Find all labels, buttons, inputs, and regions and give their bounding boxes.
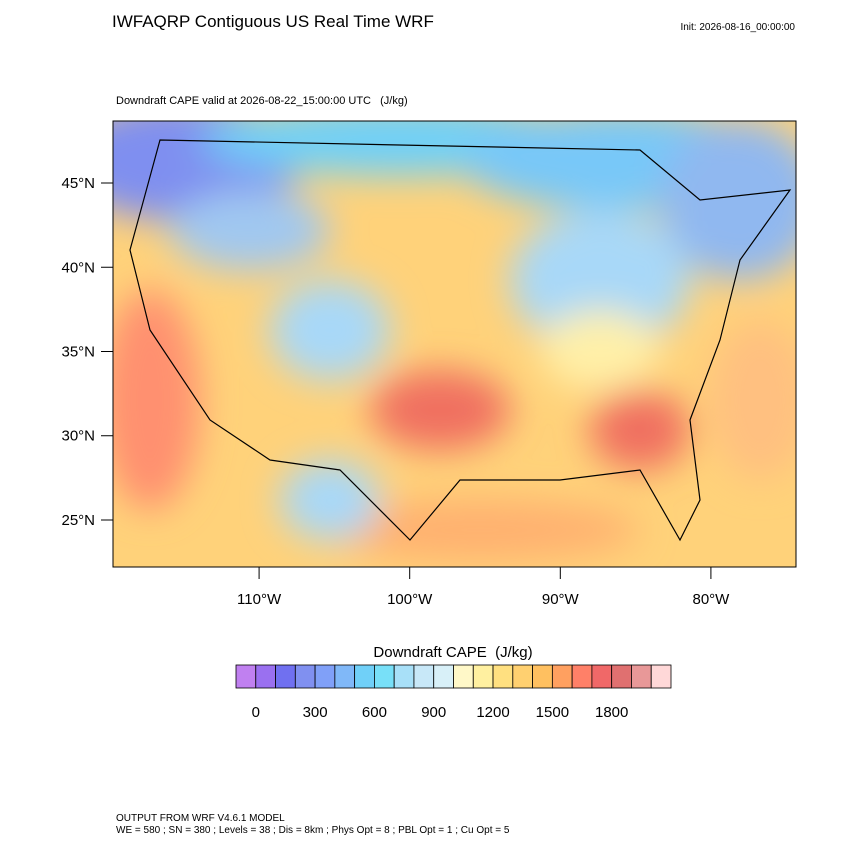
colorbar-tick-label: 900 bbox=[421, 704, 446, 721]
colorbar-box bbox=[492, 664, 514, 689]
colorbar-box bbox=[393, 664, 415, 689]
colorbar-tick-label: 1200 bbox=[476, 704, 509, 721]
init-time: Init: 2026-08-16_00:00:00 bbox=[680, 22, 795, 33]
colorbar-box bbox=[591, 664, 613, 689]
colorbar-box bbox=[294, 664, 316, 689]
y-tick-label: 40°N bbox=[61, 259, 95, 276]
footer-line: WE = 580 ; SN = 380 ; Levels = 38 ; Dis … bbox=[116, 825, 510, 836]
colorbar-box bbox=[255, 664, 276, 689]
colorbar-box bbox=[453, 664, 474, 689]
colorbar-box bbox=[512, 664, 533, 689]
colorbar-tick-label: 0 bbox=[252, 704, 260, 721]
colorbar: Downdraft CAPE (J/kg) bbox=[373, 644, 532, 661]
colorbar-tick-label: 600 bbox=[362, 704, 387, 721]
map-frame bbox=[112, 120, 797, 568]
colorbar-box bbox=[551, 664, 573, 689]
title: IWFAQRP Contiguous US Real Time WRF bbox=[112, 12, 434, 31]
colorbar-title: Downdraft CAPE (J/kg) bbox=[373, 644, 532, 661]
map-subtitle: Downdraft CAPE valid at 2026-08-22_15:00… bbox=[116, 95, 408, 107]
colorbar-box bbox=[235, 664, 257, 689]
colorbar-box bbox=[433, 664, 454, 689]
colorbar-box bbox=[472, 664, 494, 689]
x-tick-label: 80°W bbox=[692, 591, 730, 608]
colorbar-box bbox=[571, 664, 593, 689]
colorbar-box bbox=[314, 664, 336, 689]
y-tick-label: 30°N bbox=[61, 428, 95, 445]
x-tick-label: 110°W bbox=[237, 591, 282, 608]
field bbox=[113, 121, 796, 567]
colorbar-box bbox=[374, 664, 395, 689]
colorbar-box bbox=[631, 664, 652, 689]
colorbar-box bbox=[275, 664, 296, 689]
y-tick-label: 35°N bbox=[61, 343, 95, 360]
colorbar-box bbox=[413, 664, 435, 689]
colorbar-tick-label: 300 bbox=[303, 704, 328, 721]
colorbar-tick-label: 1800 bbox=[595, 704, 628, 721]
colorbar-tick-label: 1500 bbox=[536, 704, 569, 721]
colorbar-box bbox=[532, 664, 553, 689]
colorbar-box bbox=[611, 664, 632, 689]
colorbar-box bbox=[354, 664, 375, 689]
x-tick-label: 100°W bbox=[387, 591, 433, 608]
y-tick-label: 25°N bbox=[61, 512, 95, 529]
y-tick-label: 45°N bbox=[61, 175, 95, 192]
colorbar-box bbox=[650, 664, 672, 689]
footer-line: OUTPUT FROM WRF V4.6.1 MODEL bbox=[116, 813, 285, 824]
colorbar-box bbox=[334, 664, 356, 689]
x-tick-label: 90°W bbox=[542, 591, 580, 608]
